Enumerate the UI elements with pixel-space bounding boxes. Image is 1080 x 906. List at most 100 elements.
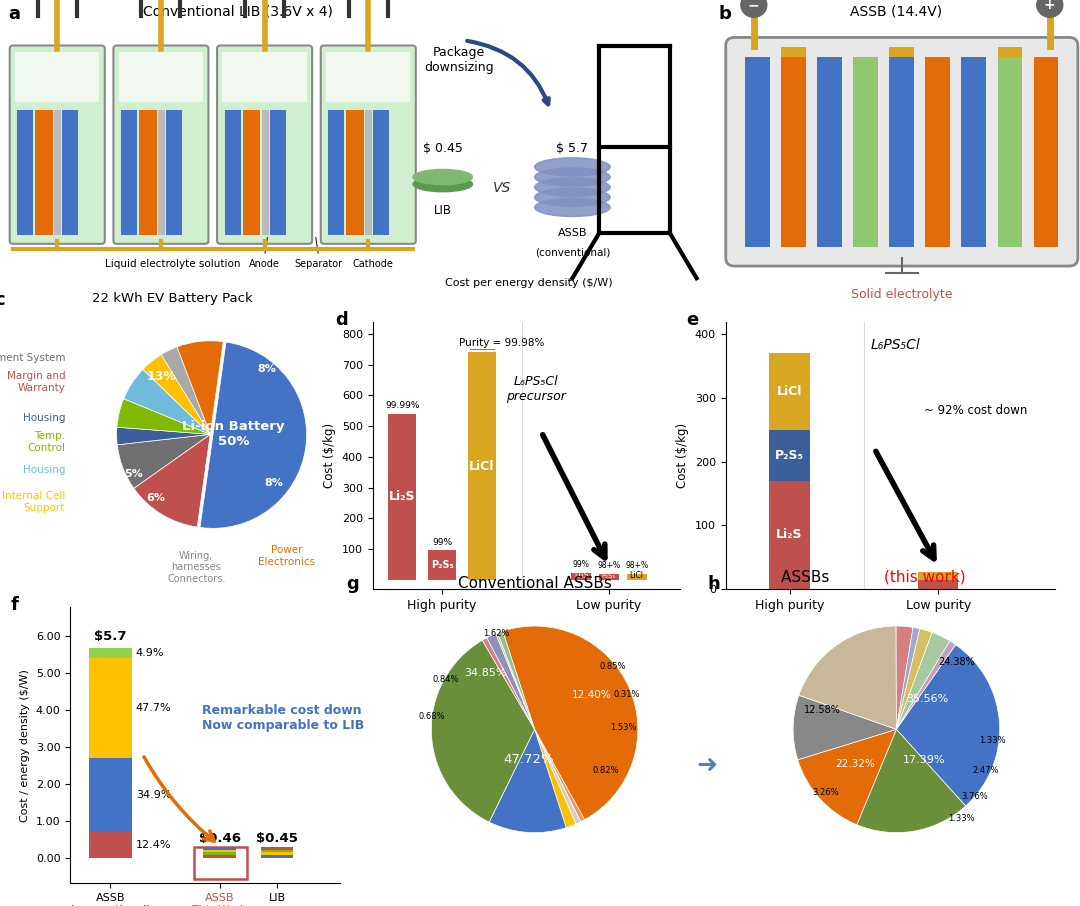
Bar (203, 855, 235, 858)
Bar (961, 57, 986, 246)
Bar (745, 57, 770, 246)
Bar (166, 110, 181, 235)
Bar (853, 57, 878, 246)
Text: −: − (748, 0, 759, 12)
Wedge shape (502, 626, 638, 820)
Text: 47.72%: 47.72% (504, 753, 554, 766)
Wedge shape (793, 695, 896, 760)
Y-axis label: Cost ($/kg): Cost ($/kg) (676, 423, 689, 487)
Text: 6%: 6% (147, 493, 165, 503)
Bar (889, 46, 915, 57)
Bar (769, 481, 810, 589)
Bar (998, 46, 1023, 57)
Text: Temp.
Control: Temp. Control (27, 431, 65, 453)
Bar (769, 429, 810, 481)
Bar (121, 110, 137, 235)
Text: LiCl: LiCl (777, 385, 802, 398)
Wedge shape (498, 631, 535, 729)
Bar (243, 110, 260, 235)
Bar (225, 110, 241, 235)
Wedge shape (896, 627, 920, 729)
Wedge shape (535, 729, 584, 822)
Bar (261, 110, 269, 235)
Title: Conventional ASSBs: Conventional ASSBs (458, 576, 611, 591)
Bar (769, 353, 810, 429)
Text: 47.7%: 47.7% (136, 703, 172, 713)
Text: 1.53%: 1.53% (610, 723, 637, 732)
Wedge shape (535, 729, 581, 824)
Text: $0.45: $0.45 (256, 833, 298, 845)
Text: 22.32%: 22.32% (835, 759, 875, 769)
Bar (139, 110, 157, 235)
Wedge shape (124, 370, 211, 434)
Bar (158, 110, 165, 235)
Bar (328, 110, 345, 235)
Text: 12.4%: 12.4% (136, 840, 172, 850)
Text: 1.62%: 1.62% (483, 629, 510, 638)
Wedge shape (117, 399, 211, 434)
Bar (261, 855, 293, 858)
Bar (261, 850, 293, 853)
Text: 12.58%: 12.58% (804, 705, 841, 715)
Text: Li₂S: Li₂S (389, 490, 416, 503)
Text: 5%: 5% (124, 468, 143, 478)
Text: 3.26%: 3.26% (812, 788, 839, 797)
Text: b: b (718, 5, 731, 23)
Text: Remarkable cost down
Now comparable to LIB: Remarkable cost down Now comparable to L… (202, 704, 365, 731)
Text: Separator: Separator (295, 259, 342, 269)
Bar (889, 57, 915, 246)
Bar (203, 853, 235, 855)
Text: 12.40%: 12.40% (571, 689, 611, 699)
Text: ASSB: ASSB (557, 227, 588, 237)
Bar (626, 573, 647, 580)
Text: 1.33%: 1.33% (948, 814, 975, 823)
Bar (36, 110, 53, 235)
Wedge shape (483, 638, 535, 729)
Wedge shape (177, 341, 224, 434)
Bar (374, 110, 389, 235)
Text: 0.68%: 0.68% (418, 712, 445, 721)
Bar (54, 110, 62, 235)
Text: Package
downsizing: Package downsizing (424, 45, 494, 73)
Text: 99.99%: 99.99% (386, 401, 420, 410)
Text: P₂S₅: P₂S₅ (775, 448, 804, 462)
Text: Anode: Anode (249, 259, 280, 269)
Ellipse shape (535, 168, 610, 186)
Bar (365, 110, 373, 235)
Wedge shape (489, 729, 566, 833)
Bar (818, 57, 842, 246)
Text: 0.82%: 0.82% (592, 766, 619, 776)
Text: LiCl: LiCl (630, 572, 644, 581)
Text: 13%: 13% (147, 370, 176, 383)
Ellipse shape (535, 198, 610, 217)
Text: ~ 92% cost down: ~ 92% cost down (923, 404, 1027, 418)
Wedge shape (161, 347, 211, 434)
Text: g: g (346, 575, 359, 593)
Text: Cost per energy density ($/W): Cost per energy density ($/W) (445, 278, 613, 288)
Text: Cathode: Cathode (352, 259, 393, 269)
Text: Internal Cell
Support: Internal Cell Support (2, 491, 65, 513)
Bar (203, 850, 235, 853)
Text: 0.31%: 0.31% (613, 690, 640, 699)
Ellipse shape (413, 177, 472, 192)
Text: Li-ion Battery
50%: Li-ion Battery 50% (183, 420, 285, 448)
Text: 17.39%: 17.39% (902, 755, 945, 765)
Bar (1034, 57, 1058, 246)
Text: Li₂S: Li₂S (573, 571, 589, 580)
Wedge shape (143, 354, 211, 434)
Bar (599, 574, 619, 580)
Text: Purity = 99.98%: Purity = 99.98% (459, 338, 544, 348)
Bar (222, 53, 307, 102)
Text: Power
Electronics: Power Electronics (258, 545, 315, 567)
Text: 1.33%: 1.33% (978, 736, 1005, 745)
Bar (428, 551, 456, 580)
Bar (571, 573, 591, 580)
Text: Solid electrolyte: Solid electrolyte (851, 288, 953, 302)
Text: 99%: 99% (432, 538, 453, 547)
Wedge shape (799, 626, 896, 729)
Text: L₆PS₅Cl: L₆PS₅Cl (870, 338, 920, 352)
Wedge shape (200, 342, 307, 528)
FancyBboxPatch shape (10, 45, 105, 244)
Text: 98+%: 98+% (597, 562, 621, 571)
Wedge shape (856, 729, 966, 833)
